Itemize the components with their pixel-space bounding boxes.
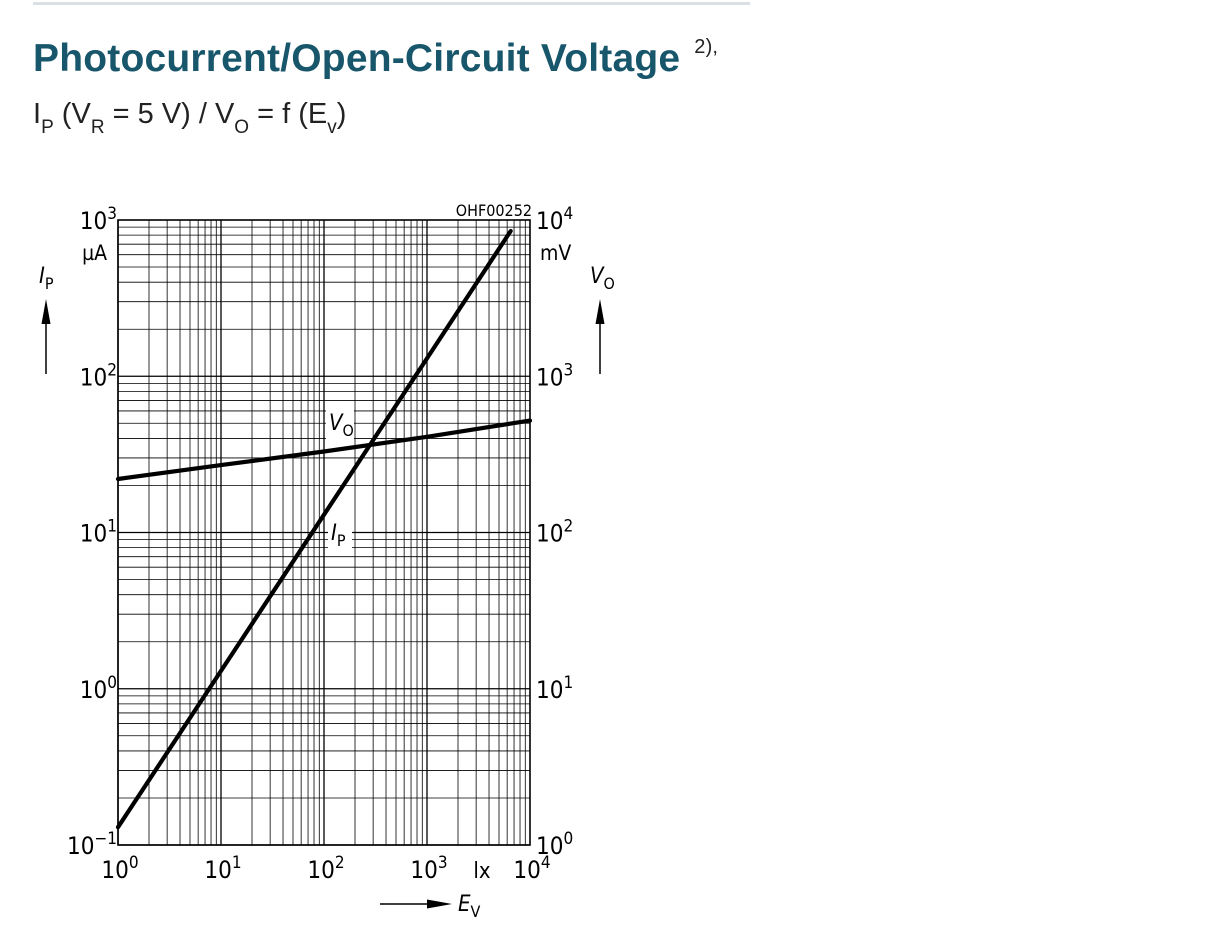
series-label-ip: IP xyxy=(328,518,352,552)
top-divider xyxy=(33,2,750,5)
chart-subtitle: IP (VR = 5 V) / VO = f (Ev) xyxy=(33,98,347,138)
x-tick-label: 100 xyxy=(101,853,138,884)
series-label-ip-main: I xyxy=(331,521,337,546)
series-line-vo xyxy=(115,418,533,482)
series-line-ip xyxy=(115,228,513,830)
title-text: Photocurrent/Open-Circuit Voltage xyxy=(33,37,681,80)
y-left-tick-label: 10−1 xyxy=(67,829,117,860)
axis-arrows xyxy=(41,299,605,909)
x-tick-label: 104 xyxy=(513,853,550,884)
series-lines xyxy=(115,228,533,830)
y-left-tick-label: 103 xyxy=(80,204,117,235)
svg-text:VO: VO xyxy=(329,411,354,440)
x-tick-label: 103 xyxy=(410,853,447,884)
y-right-label-sub: O xyxy=(604,274,615,293)
subtitle-subscript: O xyxy=(234,117,250,138)
chart-container: 100 101 102 103 104 10−1 100 101 102 103 100 101 1… xyxy=(0,160,640,936)
y-left-tick-label: 101 xyxy=(80,517,117,548)
y-left-label-sub: P xyxy=(45,274,54,293)
subtitle-part: (V xyxy=(53,98,91,130)
y-right-tick-labels: 100 101 102 103 104 xyxy=(536,204,573,860)
subtitle-subscript: v xyxy=(327,117,337,138)
y-left-tick-label: 100 xyxy=(80,673,117,704)
subtitle-part: = f (E xyxy=(249,98,328,130)
svg-text:IP: IP xyxy=(331,521,346,550)
subtitle-part: = 5 V) / V xyxy=(104,98,235,130)
x-tick-labels: 100 101 102 103 104 xyxy=(101,853,550,884)
subtitle-subscript: R xyxy=(90,117,105,138)
arrow-head xyxy=(595,299,605,324)
x-unit: lx xyxy=(473,859,491,884)
chart-code-label: OHF00252 xyxy=(456,201,532,220)
x-label-sub: V xyxy=(471,902,481,921)
y-right-tick-label: 100 xyxy=(536,829,573,860)
series-label-vo-main: V xyxy=(329,411,344,436)
y-right-tick-label: 104 xyxy=(536,204,573,235)
y-left-unit: µA xyxy=(82,241,107,265)
y-right-tick-label: 103 xyxy=(536,360,573,391)
subtitle-part: I xyxy=(33,98,42,130)
y-right-label-main: V xyxy=(590,264,605,289)
x-tick-label: 102 xyxy=(307,853,344,884)
y-right-unit: mV xyxy=(540,241,571,265)
subtitle-part: ) xyxy=(336,98,347,130)
title-footnote: 2), xyxy=(694,36,719,58)
y-left-label-main: I xyxy=(39,264,45,289)
x-tick-label: 101 xyxy=(204,853,241,884)
plot-frame xyxy=(117,219,531,846)
series-label-ip-sub: P xyxy=(337,531,346,550)
page-title: Photocurrent/Open-Circuit Voltage 2), xyxy=(33,36,718,81)
y-left-tick-label: 102 xyxy=(80,360,117,391)
x-axis-label: EV xyxy=(458,892,481,921)
y-right-tick-label: 102 xyxy=(536,517,573,548)
arrow-head xyxy=(427,899,452,909)
arrow-head xyxy=(41,299,51,324)
series-label-vo: VO xyxy=(326,408,354,442)
y-left-tick-labels: 10−1 100 101 102 103 xyxy=(67,204,117,860)
series-label-vo-sub: O xyxy=(343,421,354,440)
y-right-axis-label: VO xyxy=(590,264,615,293)
y-right-tick-label: 101 xyxy=(536,673,573,704)
x-label-main: E xyxy=(458,892,471,917)
subtitle-subscript: P xyxy=(41,117,54,138)
y-left-axis-label: IP xyxy=(39,264,54,293)
